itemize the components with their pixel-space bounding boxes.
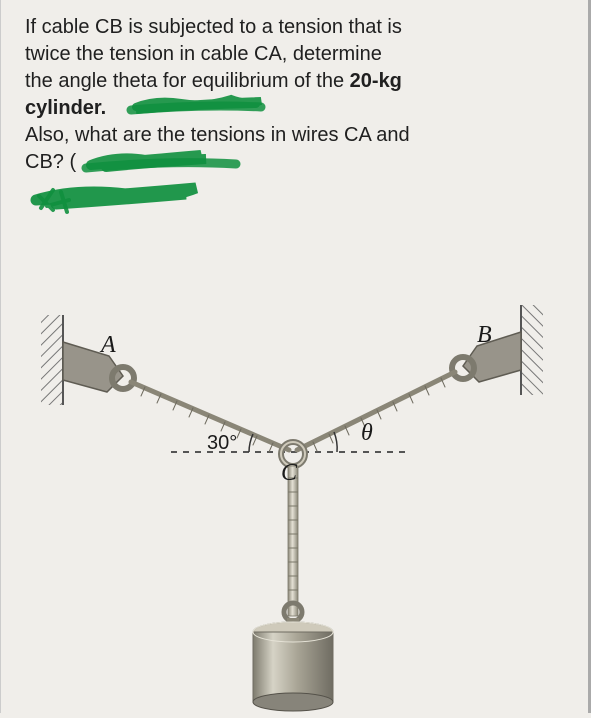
theta-label: θ [361, 420, 373, 447]
anchor-b [452, 305, 543, 395]
label-b: B [477, 322, 492, 349]
rod [284, 466, 302, 621]
cable-cb [297, 372, 455, 451]
q-line: twice the tension in cable CA, determine [25, 43, 382, 65]
diagram: A B C 30° θ [1, 260, 588, 713]
q-line: If cable CB is subjected to a tension th… [25, 16, 402, 38]
label-c: C [281, 460, 297, 487]
q-line: the angle theta for equilibrium of the [25, 70, 350, 92]
cylinder [253, 618, 333, 711]
angle-arc-right [334, 432, 337, 452]
angle-left-label: 30° [207, 432, 237, 455]
anchor-a [41, 315, 134, 405]
q-line: CB? ( [25, 151, 76, 173]
question-text: If cable CB is subjected to a tension th… [1, 0, 588, 184]
q-bold: 20-kg [350, 70, 402, 92]
q-line: Also, what are the tensions in wires CA … [25, 124, 410, 146]
q-bold: cylinder. [25, 97, 106, 119]
label-a: A [101, 332, 116, 359]
angle-arc-left [249, 434, 253, 452]
